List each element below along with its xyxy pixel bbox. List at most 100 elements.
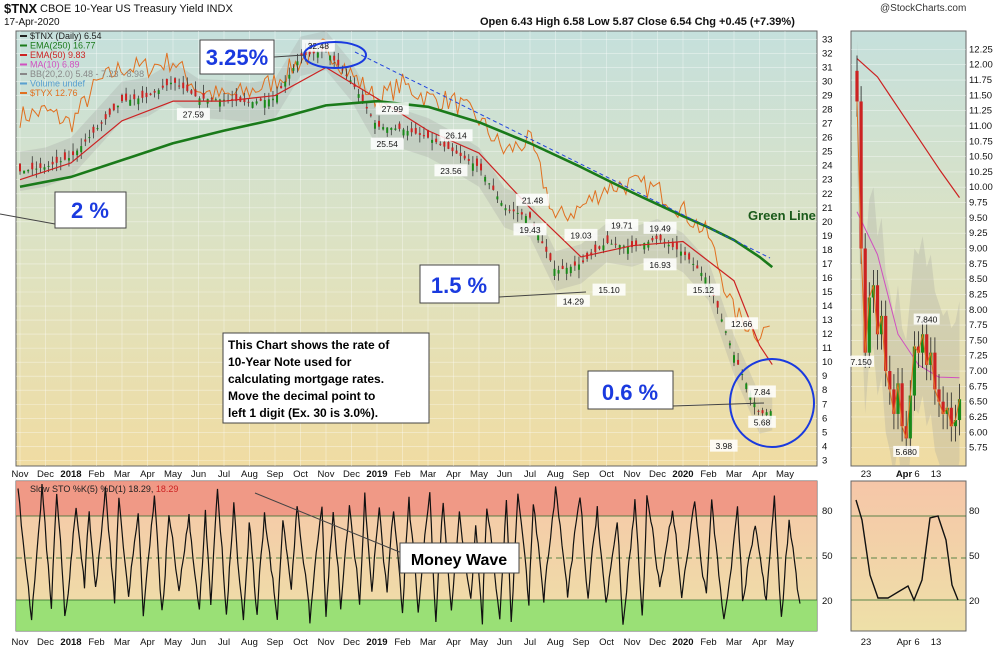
price-candle-body <box>108 108 111 115</box>
y-tick-label: 8 <box>822 385 827 396</box>
main-y-axis: 3 4 5 6 7 8 9 10 11 12 13 14 15 16 17 18 19 20 21 22 23 24 25 2… <box>822 34 833 466</box>
zoom-candle-body <box>875 285 880 335</box>
price-candle-body <box>561 265 564 269</box>
price-candle-body <box>133 94 136 100</box>
price-candle-body <box>761 410 764 414</box>
note-line-3: calculating mortgage rates. <box>228 372 384 386</box>
price-candle-body <box>378 120 381 127</box>
stoch-x-tick-label: Apr <box>446 637 461 648</box>
y-tick-label: 19 <box>822 231 833 242</box>
price-candle-body <box>373 122 376 129</box>
stoch-x-tick-label: Feb <box>700 637 716 648</box>
price-label: 5.68 <box>754 417 771 427</box>
note-line-4: Move the decimal point to <box>228 389 375 403</box>
price-candle-body <box>292 68 295 71</box>
zoom-x-tick-label: 13 <box>931 469 942 480</box>
price-label-bg <box>748 415 776 428</box>
price-candle-body <box>475 158 478 166</box>
note-box: This Chart shows the rate of 10-Year Not… <box>222 332 430 424</box>
legend-entry: $TYX 12.76 <box>30 88 78 98</box>
price-candle-body <box>737 359 740 365</box>
money-wave-text: Money Wave <box>411 552 507 569</box>
zoom-candle-body <box>867 297 871 353</box>
price-candle-body <box>157 90 160 95</box>
zoom-y-tick-label: 12.00 <box>969 60 993 71</box>
stoch-x-tick-label: May <box>470 637 488 648</box>
x-tick-label: May <box>164 469 182 480</box>
series-tyx <box>19 38 770 343</box>
zoom-series-ema50 <box>856 58 960 198</box>
zoom-y-tick-label: 6.25 <box>969 412 988 423</box>
stoch-zoom-x-tick-label: 13 <box>931 637 942 648</box>
x-tick-label: Nov <box>12 469 29 480</box>
y-tick-label: 20 <box>822 217 833 228</box>
legend-entry: Volume undef <box>30 79 86 89</box>
ohlc-readout: Open 6.43 High 6.58 Low 5.87 Close 6.54 … <box>480 16 795 28</box>
price-candle-body <box>447 141 450 149</box>
note-line-1: This Chart shows the rate of <box>228 338 390 352</box>
chart-symbol: $TNX <box>4 1 38 16</box>
y-tick-label: 11 <box>822 343 832 354</box>
stoch-zoom-x-tick-label: 6 <box>914 637 919 648</box>
zoom-candle-body <box>912 346 916 396</box>
x-tick-label: 2020 <box>672 469 693 480</box>
price-candle-body <box>214 99 217 101</box>
price-label-bg <box>686 283 720 296</box>
price-candle-body <box>23 170 26 174</box>
y-tick-label: 13 <box>822 315 833 326</box>
price-label: 32.48 <box>308 41 330 51</box>
series-ema50 <box>19 66 773 365</box>
y-tick-label: 17 <box>822 259 833 270</box>
x-tick-label: Mar <box>726 469 742 480</box>
price-label: 23.56 <box>440 166 462 176</box>
x-tick-label: Nov <box>624 469 641 480</box>
price-candle-body <box>590 252 593 256</box>
price-label-bg <box>556 294 590 307</box>
price-candle-body <box>263 100 266 108</box>
stoch-zoom-y-tick-label: 50 <box>969 551 980 562</box>
price-candle-body <box>594 244 597 253</box>
price-candle-body <box>565 267 568 274</box>
price-candle-body <box>675 242 678 250</box>
price-candle-body <box>153 90 156 93</box>
zoom-y-tick-label: 5.75 <box>969 443 988 454</box>
price-candle-body <box>618 245 621 250</box>
legend-entry: EMA(250) 16.77 <box>30 41 96 51</box>
price-candle-body <box>435 138 438 143</box>
price-candle-body <box>512 209 515 212</box>
zoom-y-tick-label: 9.75 <box>969 198 988 209</box>
price-candle-body <box>524 216 527 223</box>
zoom-y-tick-label: 7.50 <box>969 335 988 346</box>
zoom-price-label: 7.840 <box>916 315 938 325</box>
price-candle-body <box>88 137 91 139</box>
price-label: 15.10 <box>598 285 620 295</box>
price-candle-body <box>549 253 552 261</box>
price-candle-body <box>247 101 250 103</box>
price-candle-body <box>116 105 119 108</box>
price-label-bg <box>176 108 210 121</box>
zoom-y-tick-label: 6.00 <box>969 427 988 438</box>
y-tick-label: 26 <box>822 133 833 144</box>
price-candle-body <box>365 106 368 109</box>
price-candle-body <box>316 52 319 58</box>
price-candle-body <box>765 412 768 416</box>
price-candle-body <box>398 123 401 129</box>
x-tick-label: Jul <box>218 469 230 480</box>
price-candle-body <box>178 85 181 87</box>
x-tick-label: Apr <box>752 469 767 480</box>
price-candle-body <box>602 245 605 251</box>
price-label-bg <box>605 219 639 232</box>
price-label: 19.49 <box>649 223 671 233</box>
price-candle-body <box>516 212 519 214</box>
zoom-y-tick-label: 11.50 <box>969 90 992 101</box>
legend-entry: $TNX (Daily) 6.54 <box>30 31 102 41</box>
price-label: 19.03 <box>570 230 592 240</box>
price-candle-body <box>80 146 83 153</box>
price-candle-body <box>223 99 225 101</box>
price-candle-body <box>500 202 503 206</box>
zoom-y-tick-label: 9.50 <box>969 213 988 224</box>
price-label-bg <box>643 221 677 234</box>
price-candle-body <box>622 245 625 247</box>
stoch-x-tick-label: Jul <box>218 637 230 648</box>
